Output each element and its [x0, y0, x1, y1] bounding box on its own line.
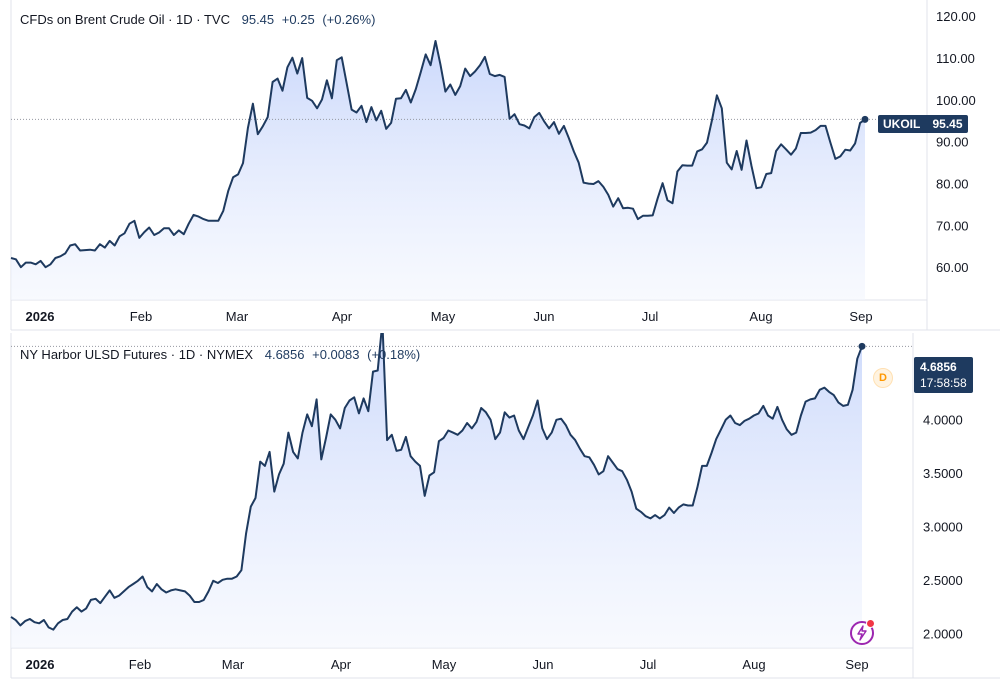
- y-tick-label: 100.00: [936, 93, 976, 108]
- last-price-dot: [858, 342, 866, 350]
- dividend-marker-icon[interactable]: D: [873, 368, 893, 388]
- ulsd-price-badge: 4.6856 17:58:58: [914, 357, 973, 393]
- ulsd-chart-svg[interactable]: 2.0000 2.5000 3.0000 3.5000 4.0000 2026 Feb Mar…: [0, 333, 1000, 684]
- brent-legend-value: 95.45: [241, 12, 275, 27]
- y-tick-label: 60.00: [936, 260, 969, 275]
- x-tick-label: Jul: [642, 309, 659, 324]
- y-tick-label: 2.5000: [923, 573, 963, 588]
- y-tick-label: 3.5000: [923, 466, 963, 481]
- brent-legend: CFDs on Brent Crude Oil · 1D · TVC 95.45…: [20, 12, 375, 27]
- y-tick-label: 2.0000: [923, 627, 963, 642]
- x-tick-label: Jul: [640, 657, 657, 672]
- brent-badge-value: 95.45: [932, 117, 963, 131]
- ulsd-chart-pane[interactable]: NY Harbor ULSD Futures · 1D · NYMEX 4.68…: [0, 333, 1000, 684]
- brent-chart-pane[interactable]: CFDs on Brent Crude Oil · 1D · TVC 95.45…: [0, 0, 1000, 333]
- y-tick-label: 4.0000: [923, 412, 963, 427]
- brent-chart-svg[interactable]: 60.00 70.00 80.00 90.00 100.00 110.00 120.00 20…: [0, 0, 1000, 333]
- y-tick-label: 3.0000: [923, 519, 963, 534]
- x-tick-label: Aug: [742, 657, 765, 672]
- brent-badge-symbol: UKOIL: [883, 117, 921, 131]
- x-tick-label: May: [431, 309, 456, 324]
- ulsd-legend-symbol[interactable]: NY Harbor ULSD Futures · 1D · NYMEX: [20, 347, 254, 362]
- ulsd-badge-value: 4.6856: [920, 360, 957, 374]
- x-tick-label: Mar: [222, 657, 245, 672]
- brent-legend-change: +0.25: [281, 12, 315, 27]
- y-tick-label: 90.00: [936, 135, 969, 150]
- brent-legend-symbol[interactable]: CFDs on Brent Crude Oil · 1D · TVC: [20, 12, 230, 27]
- y-tick-label: 120.00: [936, 9, 976, 24]
- y-tick-label: 70.00: [936, 218, 969, 233]
- x-tick-label: Mar: [226, 309, 249, 324]
- brent-legend-percent: (+0.26%): [322, 12, 376, 27]
- price-line: [10, 40, 866, 269]
- x-tick-label: Feb: [129, 657, 151, 672]
- notification-dot-icon: [866, 619, 875, 628]
- ulsd-legend-change: +0.0083: [312, 347, 360, 362]
- x-tick-label: Feb: [130, 309, 152, 324]
- ulsd-legend-percent: (+0.18%): [367, 347, 421, 362]
- x-tick-label: Jun: [533, 657, 554, 672]
- y-tick-label: 80.00: [936, 177, 969, 192]
- price-area-fill: [11, 333, 862, 648]
- y-tick-label: 110.00: [936, 51, 975, 66]
- ulsd-badge-countdown: 17:58:58: [920, 376, 967, 390]
- x-tick-label: 2026: [26, 309, 55, 324]
- x-tick-label: Aug: [749, 309, 772, 324]
- price-area-fill: [11, 41, 865, 300]
- x-tick-label: Sep: [849, 309, 872, 324]
- ulsd-legend: NY Harbor ULSD Futures · 1D · NYMEX 4.68…: [20, 347, 420, 362]
- x-tick-label: Sep: [845, 657, 868, 672]
- x-tick-label: Apr: [331, 657, 352, 672]
- brent-price-badge: UKOIL 95.45: [878, 115, 968, 133]
- x-tick-label: Apr: [332, 309, 353, 324]
- price-line: [10, 333, 863, 631]
- x-tick-label: Jun: [534, 309, 555, 324]
- ulsd-legend-value: 4.6856: [264, 347, 305, 362]
- last-price-dot: [861, 115, 869, 123]
- x-tick-label: May: [432, 657, 457, 672]
- x-tick-label: 2026: [26, 657, 55, 672]
